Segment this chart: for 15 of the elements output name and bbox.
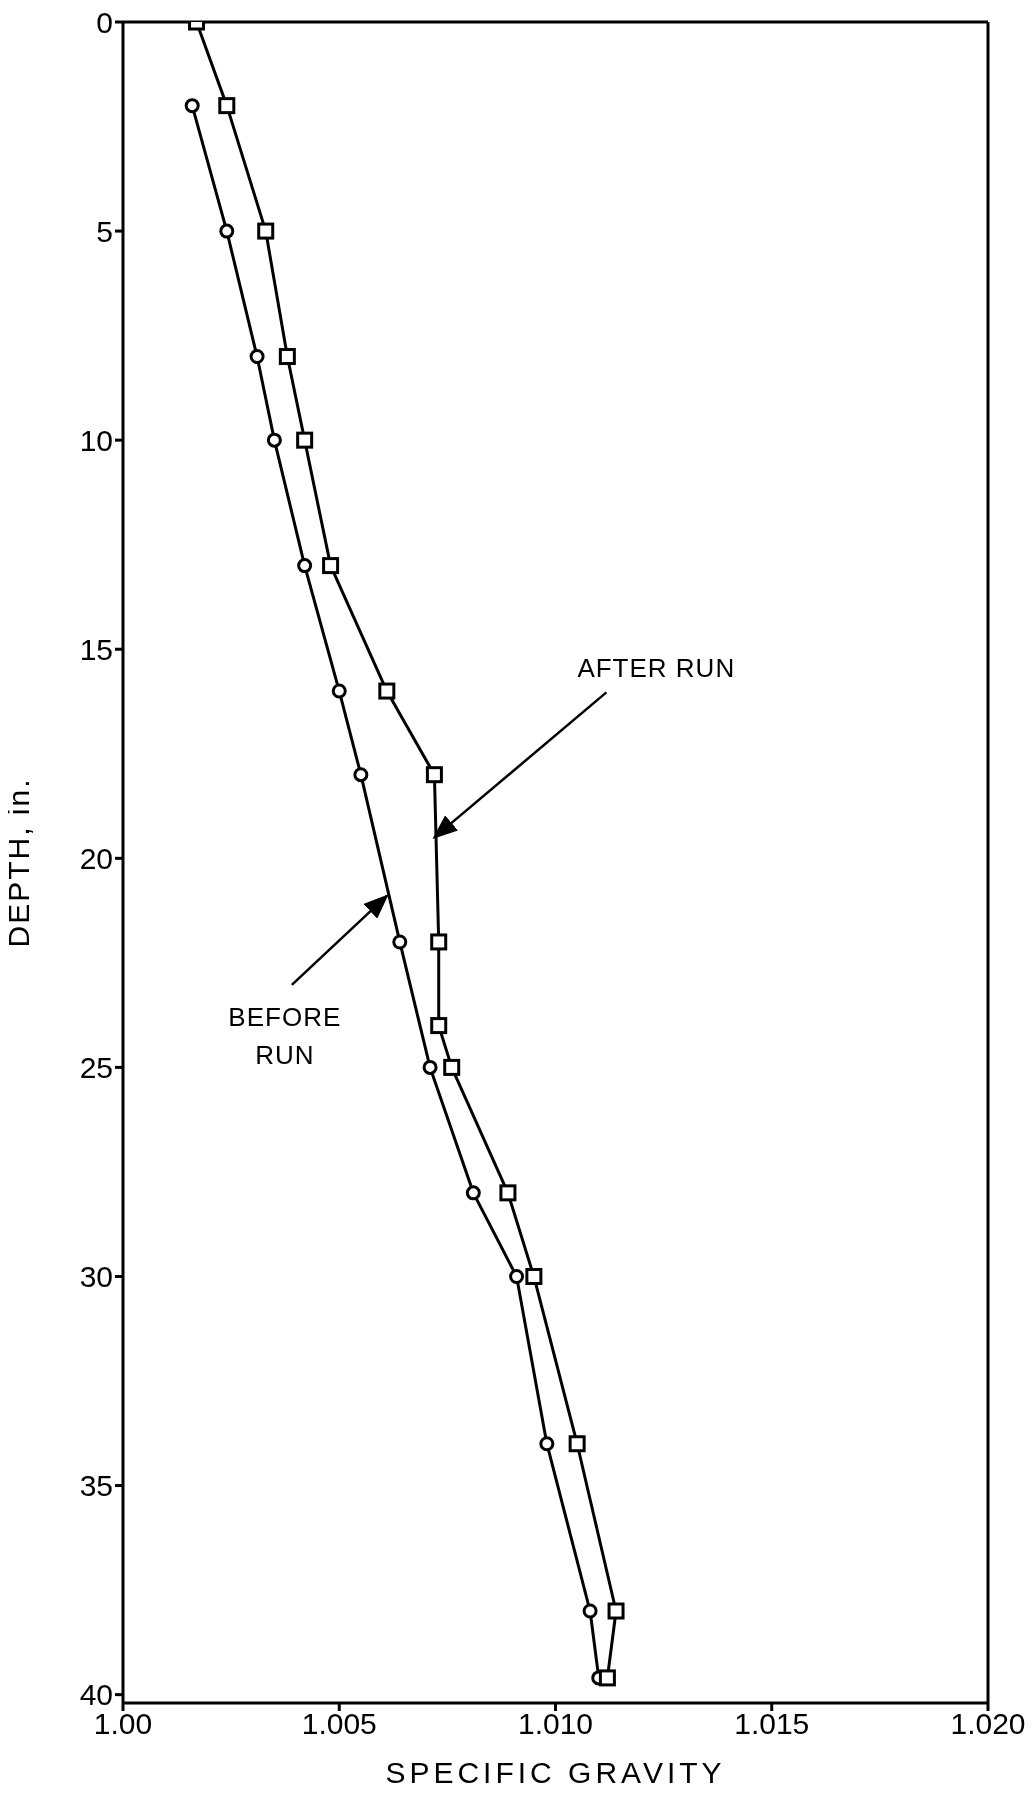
annotation: BEFORE RUN <box>228 1001 342 1070</box>
x-tick-label: 1.010 <box>517 1707 594 1741</box>
y-tick-label: 15 <box>79 632 113 666</box>
x-tick-label: 1.020 <box>950 1707 1026 1741</box>
annotation: AFTER RUN <box>577 653 736 684</box>
y-tick-label: 20 <box>79 841 113 875</box>
x-axis-title: SPECIFIC GRAVITY <box>385 1756 726 1789</box>
y-tick-label: 5 <box>96 214 113 248</box>
y-tick-label: 25 <box>79 1051 113 1085</box>
x-tick-label: 1.005 <box>301 1707 377 1741</box>
y-tick-label: 35 <box>79 1469 113 1503</box>
y-tick-label: 0 <box>96 5 113 39</box>
y-tick-label: 10 <box>79 423 113 457</box>
x-tick-label: 1.015 <box>734 1707 810 1741</box>
y-tick-label: 30 <box>79 1260 113 1294</box>
